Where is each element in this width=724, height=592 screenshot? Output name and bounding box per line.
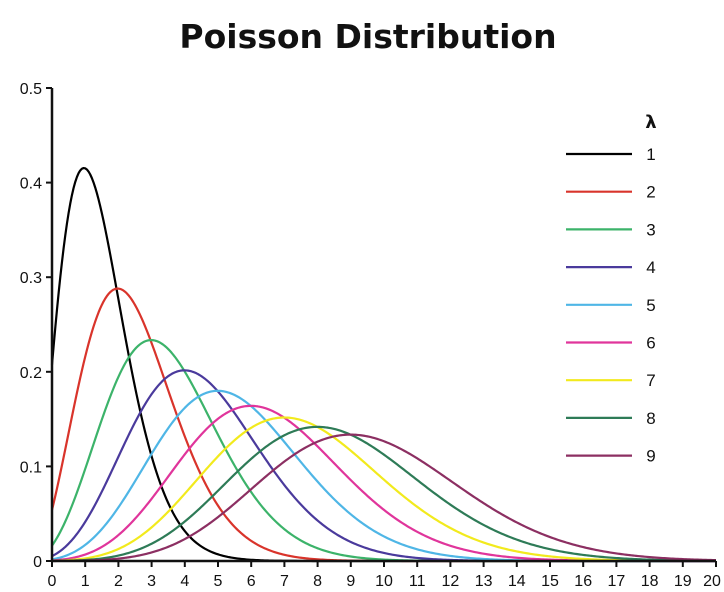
x-tick-label: 20 xyxy=(703,573,721,590)
x-tick-label: 3 xyxy=(147,573,156,590)
series-line-7 xyxy=(51,416,716,563)
y-tick-label: 0.3 xyxy=(20,270,42,287)
y-tick-label: 0 xyxy=(33,554,42,571)
x-tick-label: 2 xyxy=(114,573,123,590)
legend-label-3: 3 xyxy=(646,220,655,239)
plot-area xyxy=(50,166,717,563)
x-tick-label: 16 xyxy=(574,573,592,590)
legend-label-4: 4 xyxy=(646,258,655,277)
x-tick-label: 4 xyxy=(180,573,189,590)
series-line-1 xyxy=(50,166,716,563)
legend-label-7: 7 xyxy=(646,371,655,390)
x-tick-label: 12 xyxy=(442,573,460,590)
y-tick-label: 0.5 xyxy=(20,81,42,98)
y-ticks: 0 0.1 0.2 0.3 0.4 0.5 xyxy=(20,81,52,571)
series-line-9 xyxy=(51,433,717,563)
legend-label-1: 1 xyxy=(646,145,655,164)
legend-label-5: 5 xyxy=(646,296,655,315)
x-tick-label: 11 xyxy=(409,573,426,590)
x-tick-label: 10 xyxy=(375,573,393,590)
x-tick-label: 18 xyxy=(641,573,659,590)
x-tick-label: 9 xyxy=(346,573,355,590)
legend-title: λ xyxy=(645,112,656,133)
x-tick-label: 1 xyxy=(81,573,90,590)
legend: λ 1 2 3 4 5 6 7 8 9 xyxy=(566,112,657,466)
legend-label-6: 6 xyxy=(646,334,655,353)
series-line-6 xyxy=(51,404,716,563)
legend-label-2: 2 xyxy=(646,183,655,202)
x-tick-label: 14 xyxy=(508,573,526,590)
legend-label-9: 9 xyxy=(646,447,655,466)
legend-label-8: 8 xyxy=(646,409,655,428)
x-tick-label: 15 xyxy=(541,573,559,590)
series-line-4 xyxy=(51,369,716,563)
x-ticks: 0 1 2 3 4 5 6 7 8 9 10 11 12 13 14 15 16 17 18 19 20 xyxy=(48,561,721,590)
x-tick-label: 8 xyxy=(313,573,322,590)
y-tick-label: 0.2 xyxy=(20,365,42,382)
series-line-5 xyxy=(51,389,716,563)
y-tick-label: 0.1 xyxy=(20,459,42,476)
series-line-2 xyxy=(50,287,716,563)
x-tick-label: 0 xyxy=(48,573,57,590)
x-tick-label: 5 xyxy=(214,573,223,590)
y-tick-label: 0.4 xyxy=(20,176,42,193)
x-tick-label: 6 xyxy=(247,573,256,590)
x-tick-label: 17 xyxy=(608,573,626,590)
x-tick-label: 19 xyxy=(674,573,692,590)
chart-title: Poisson Distribution xyxy=(179,17,556,56)
x-tick-label: 7 xyxy=(280,573,289,590)
x-tick-label: 13 xyxy=(475,573,493,590)
series-line-8 xyxy=(51,425,717,563)
